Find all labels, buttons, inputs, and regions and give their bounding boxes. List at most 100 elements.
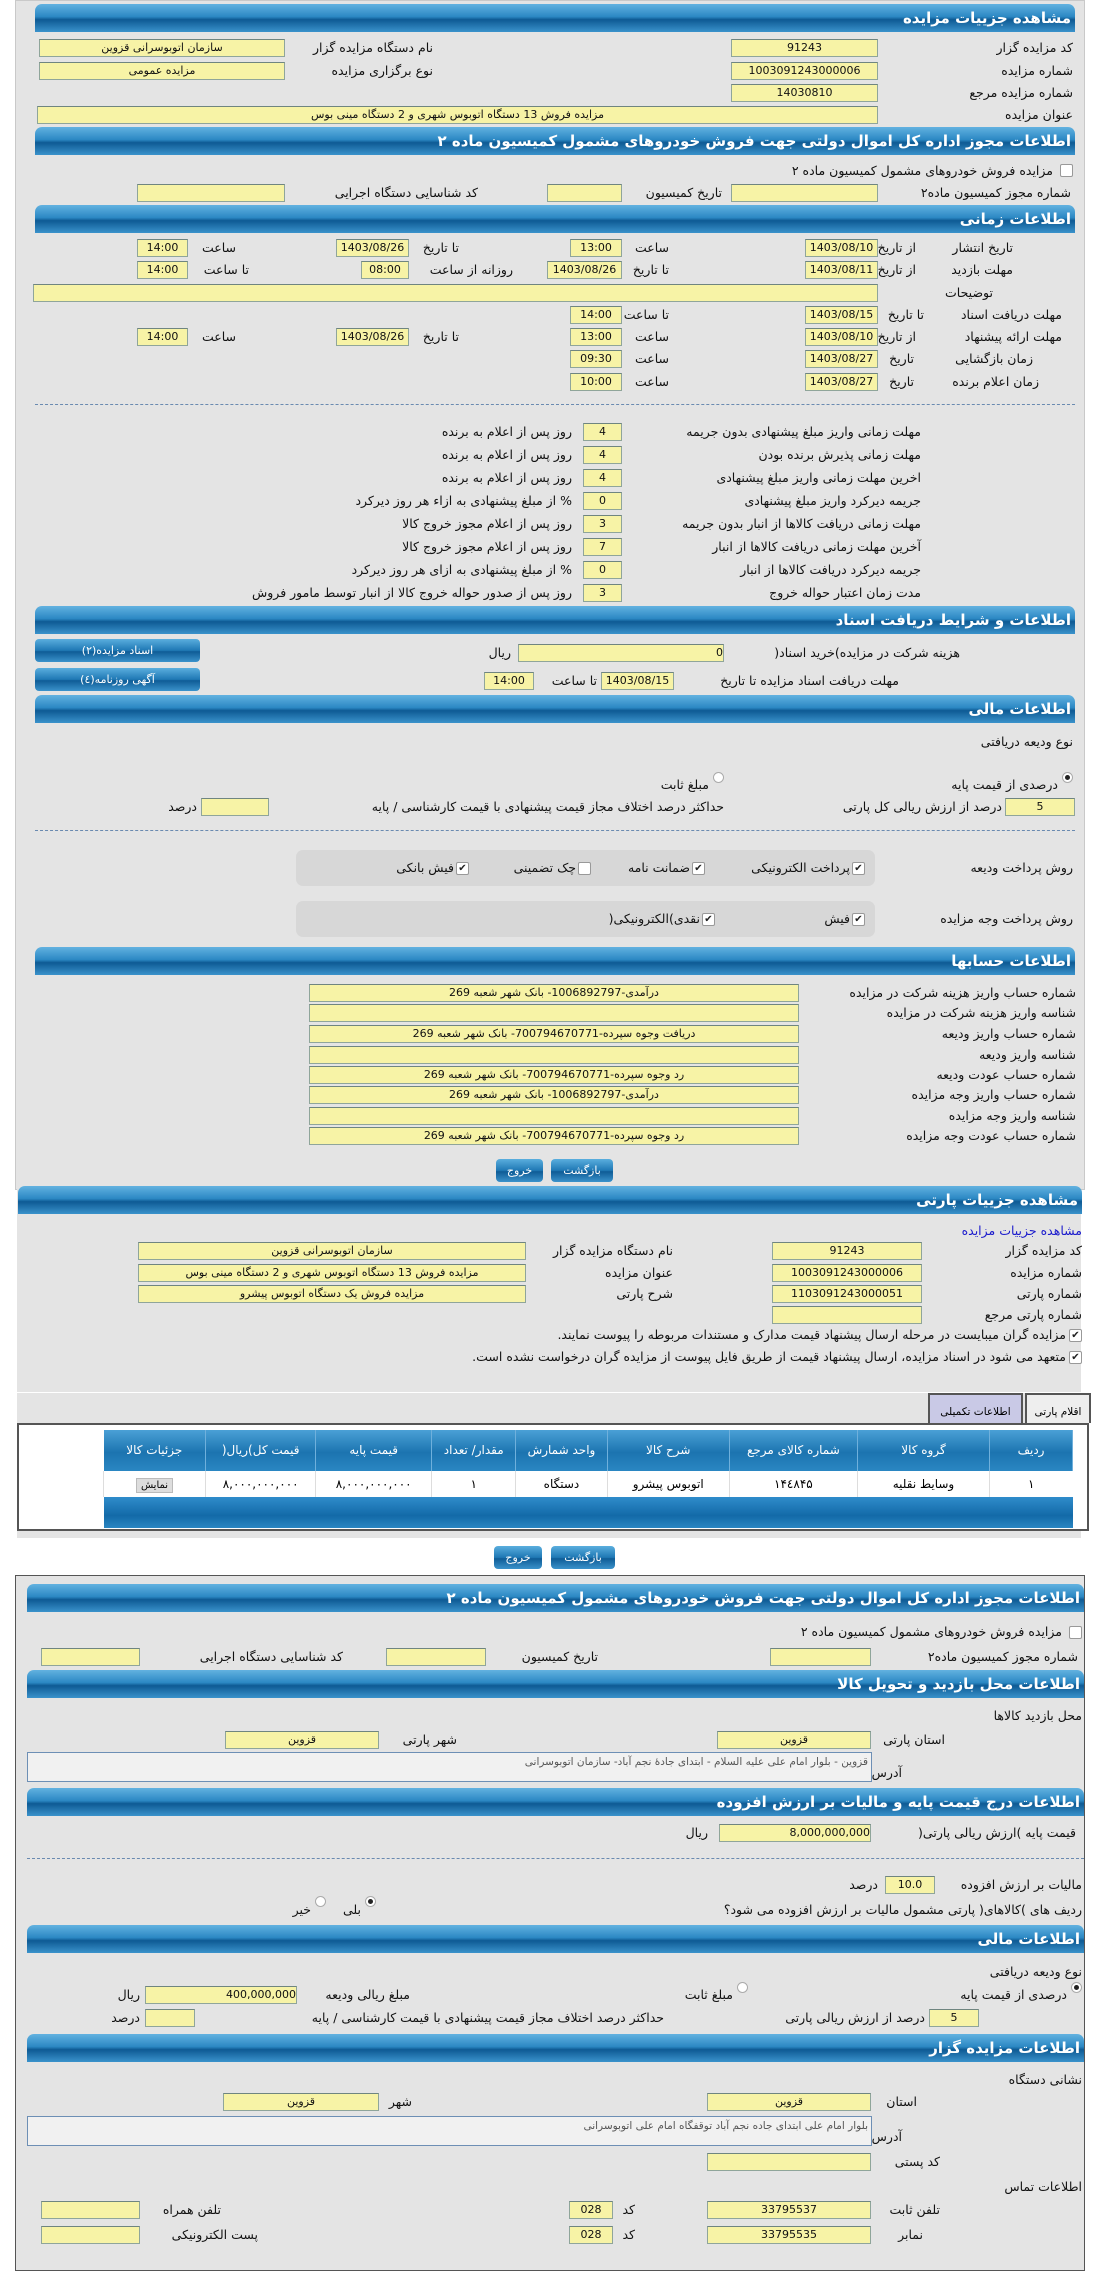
permit2-date-field[interactable] (386, 1648, 486, 1666)
back-button[interactable]: بازگشت (551, 1546, 615, 1569)
account-field[interactable]: درآمدی-1006892797- بانک شهر شعبه 269 (309, 984, 799, 1002)
city-field[interactable]: قزوین (225, 1731, 379, 1749)
docs-to-date[interactable]: 1403/08/15 (805, 306, 878, 324)
method-checkbox[interactable]: ✔ (702, 913, 715, 926)
publish-to-date[interactable]: 1403/08/26 (336, 239, 409, 257)
base-price-field[interactable]: 8,000,000,000 (719, 1824, 871, 1842)
visit-daily-from[interactable]: 08:00 (361, 261, 409, 279)
permit2-exec-field[interactable] (41, 1648, 140, 1666)
party-code-field[interactable]: 91243 (772, 1242, 922, 1260)
method-checkbox[interactable] (578, 862, 591, 875)
phone-field[interactable]: 33795537 (707, 2201, 871, 2219)
rule-value-field[interactable]: 3 (583, 584, 622, 602)
account-field[interactable] (309, 1107, 799, 1125)
publish-from-date[interactable]: 1403/08/10 (805, 239, 878, 257)
attach-docs-checkbox[interactable]: ✔ (1069, 1329, 1082, 1342)
fee-field[interactable]: 0 (518, 644, 724, 662)
method-checkbox[interactable]: ✔ (852, 913, 865, 926)
province-field[interactable]: قزوین (717, 1731, 871, 1749)
no-attach-checkbox[interactable]: ✔ (1069, 1351, 1082, 1364)
opening-time[interactable]: 09:30 (570, 350, 622, 368)
offer-from-time[interactable]: 13:00 (570, 328, 622, 346)
permit-no-field[interactable] (731, 184, 878, 202)
fixed-radio[interactable] (737, 1982, 748, 1993)
party-number-field[interactable]: 1003091243000006 (772, 1264, 922, 1282)
type-field[interactable]: مزایده عمومی (39, 62, 285, 80)
docs-deadline-date[interactable]: 1403/08/15 (601, 672, 674, 690)
visit-daily-to[interactable]: 14:00 (137, 261, 188, 279)
publish-to-time[interactable]: 14:00 (137, 239, 188, 257)
fixed-radio[interactable] (713, 772, 724, 783)
tab-party-items[interactable]: اقلام پارتی (1025, 1393, 1091, 1423)
seller-address-field[interactable]: بلوار امام علی ابتدای جاده نجم آباد توقف… (27, 2116, 872, 2146)
address-field[interactable]: قزوین - بلوار امام علی علیه السلام - ابت… (27, 1752, 872, 1782)
max-diff-field[interactable] (201, 798, 269, 816)
fax-field[interactable]: 33795535 (707, 2226, 871, 2244)
account-field[interactable] (309, 1004, 799, 1022)
max-diff-field[interactable] (145, 2009, 195, 2027)
seller-province-field[interactable]: قزوین (707, 2093, 871, 2111)
rule-value-field[interactable]: 0 (583, 561, 622, 579)
permit-date-field[interactable] (547, 184, 622, 202)
visit-to-date[interactable]: 1403/08/26 (547, 261, 622, 279)
exit-button[interactable]: خروج (496, 1159, 543, 1182)
account-field[interactable]: رد وجوه سپرده-700794670771- بانک شهر شعب… (309, 1127, 799, 1145)
offer-from-date[interactable]: 1403/08/10 (805, 328, 878, 346)
account-field[interactable]: درآمدی-1006892797- بانک شهر شعبه 269 (309, 1086, 799, 1104)
email-field[interactable] (41, 2226, 140, 2244)
rule-value-field[interactable]: 4 (583, 469, 622, 487)
rule-value-field[interactable]: 4 (583, 423, 622, 441)
permit-checkbox[interactable] (1060, 164, 1073, 177)
party-no-field[interactable]: 1103091243000051 (772, 1285, 922, 1303)
account-field[interactable] (309, 1046, 799, 1064)
number-field[interactable]: 1003091243000006 (731, 62, 878, 80)
table-cell[interactable]: نمایش (102, 1471, 206, 1497)
auction-details-link[interactable]: مشاهده جزییات مزایده (961, 1223, 1082, 1238)
offer-to-date[interactable]: 1403/08/26 (336, 328, 409, 346)
publish-from-time[interactable]: 13:00 (570, 239, 622, 257)
percent-radio[interactable] (1062, 772, 1073, 783)
opening-date[interactable]: 1403/08/27 (805, 350, 878, 368)
rule-value-field[interactable]: 7 (583, 538, 622, 556)
rule-value-field[interactable]: 4 (583, 446, 622, 464)
rule-value-field[interactable]: 0 (583, 492, 622, 510)
party-org-field[interactable]: سازمان اتوبوسرانی قزوین (138, 1242, 526, 1260)
subject-field[interactable]: مزایده فروش 13 دستگاه اتوبوس شهری و 2 دس… (37, 106, 878, 124)
code-field[interactable]: 91243 (731, 39, 878, 57)
newspaper-ad-button[interactable]: آگهی روزنامه(٤) (35, 668, 200, 691)
rule-value-field[interactable]: 3 (583, 515, 622, 533)
docs-deadline-time[interactable]: 14:00 (484, 672, 534, 690)
winner-date[interactable]: 1403/08/27 (805, 373, 878, 391)
vat-field[interactable]: 10.0 (885, 1876, 935, 1894)
ref-field[interactable]: 14030810 (731, 84, 878, 102)
visit-from-date[interactable]: 1403/08/11 (805, 261, 878, 279)
fax-code-field[interactable]: 028 (569, 2226, 613, 2244)
vat-no-radio[interactable] (315, 1896, 326, 1907)
exec-code-field[interactable] (137, 184, 285, 202)
percent-field[interactable]: 5 (1005, 798, 1075, 816)
desc-field[interactable] (33, 284, 878, 302)
permit2-checkbox[interactable] (1069, 1626, 1082, 1639)
exit-button[interactable]: خروج (494, 1546, 542, 1569)
percent-radio[interactable] (1071, 1982, 1082, 1993)
back-button[interactable]: بازگشت (551, 1159, 613, 1182)
party-ref-field[interactable] (772, 1306, 922, 1324)
account-field[interactable]: رد وجوه سپرده-700794670771- بانک شهر شعب… (309, 1066, 799, 1084)
permit2-no-field[interactable] (770, 1648, 871, 1666)
seller-city-field[interactable]: قزوین (223, 2093, 379, 2111)
mobile-field[interactable] (41, 2201, 140, 2219)
winner-time[interactable]: 10:00 (570, 373, 622, 391)
docs-to-time[interactable]: 14:00 (570, 306, 622, 324)
party-desc-field[interactable]: مزایده فروش یک دستگاه اتوبوس پیشرو (138, 1285, 526, 1303)
method-checkbox[interactable]: ✔ (852, 862, 865, 875)
deposit-amount-field[interactable]: 400,000,000 (145, 1986, 297, 2004)
offer-to-time[interactable]: 14:00 (137, 328, 188, 346)
account-field[interactable]: دریافت وجوه سپرده-700794670771- بانک شهر… (309, 1025, 799, 1043)
percent-field[interactable]: 5 (929, 2009, 979, 2027)
auction-documents-button[interactable]: اسناد مزایده(۲) (35, 639, 200, 662)
party-subject-field[interactable]: مزایده فروش 13 دستگاه اتوبوس شهری و 2 دس… (138, 1264, 526, 1282)
method-checkbox[interactable]: ✔ (692, 862, 705, 875)
show-details-button[interactable]: نمایش (135, 1478, 174, 1493)
vat-yes-radio[interactable] (365, 1896, 376, 1907)
phone-code-field[interactable]: 028 (569, 2201, 613, 2219)
